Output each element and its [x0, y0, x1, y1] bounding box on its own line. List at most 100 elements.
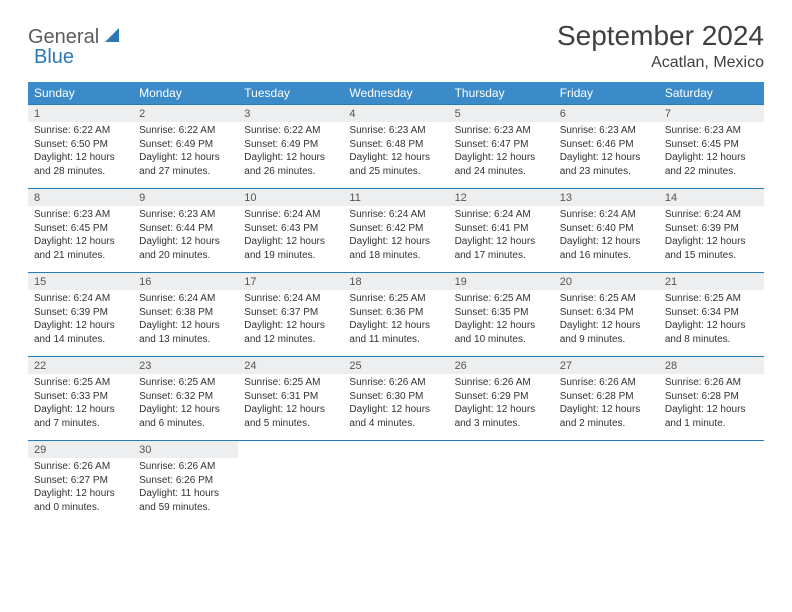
day-number-row: 15161718192021 — [28, 273, 764, 291]
sunrise-text: Sunrise: 6:24 AM — [244, 292, 337, 306]
sunrise-text: Sunrise: 6:25 AM — [455, 292, 548, 306]
sunrise-text: Sunrise: 6:23 AM — [455, 124, 548, 138]
daylight-text: Daylight: 12 hours and 26 minutes. — [244, 151, 337, 178]
empty-cell — [449, 458, 554, 524]
sunset-text: Sunset: 6:45 PM — [665, 138, 758, 152]
day-number: 17 — [238, 273, 343, 291]
sunrise-text: Sunrise: 6:23 AM — [139, 208, 232, 222]
sunrise-text: Sunrise: 6:24 AM — [560, 208, 653, 222]
day-number-row: 2930 — [28, 441, 764, 459]
sunset-text: Sunset: 6:42 PM — [349, 222, 442, 236]
empty-cell — [554, 441, 659, 459]
day-cell: Sunrise: 6:25 AMSunset: 6:33 PMDaylight:… — [28, 374, 133, 441]
empty-cell — [343, 458, 448, 524]
daylight-text: Daylight: 12 hours and 12 minutes. — [244, 319, 337, 346]
sunset-text: Sunset: 6:40 PM — [560, 222, 653, 236]
daylight-text: Daylight: 12 hours and 3 minutes. — [455, 403, 548, 430]
day-cell: Sunrise: 6:25 AMSunset: 6:34 PMDaylight:… — [554, 290, 659, 357]
sunrise-text: Sunrise: 6:24 AM — [34, 292, 127, 306]
sunrise-text: Sunrise: 6:25 AM — [34, 376, 127, 390]
day-number: 6 — [554, 105, 659, 123]
sunset-text: Sunset: 6:48 PM — [349, 138, 442, 152]
daylight-text: Daylight: 12 hours and 25 minutes. — [349, 151, 442, 178]
day-number: 22 — [28, 357, 133, 375]
day-number: 3 — [238, 105, 343, 123]
day-number: 23 — [133, 357, 238, 375]
sunset-text: Sunset: 6:34 PM — [665, 306, 758, 320]
day-cell: Sunrise: 6:23 AMSunset: 6:44 PMDaylight:… — [133, 206, 238, 273]
sunrise-text: Sunrise: 6:23 AM — [349, 124, 442, 138]
day-cell: Sunrise: 6:24 AMSunset: 6:43 PMDaylight:… — [238, 206, 343, 273]
empty-cell — [449, 441, 554, 459]
sunset-text: Sunset: 6:37 PM — [244, 306, 337, 320]
sunrise-text: Sunrise: 6:24 AM — [139, 292, 232, 306]
day-number: 7 — [659, 105, 764, 123]
sunset-text: Sunset: 6:33 PM — [34, 390, 127, 404]
month-title: September 2024 — [557, 20, 764, 52]
sunrise-text: Sunrise: 6:22 AM — [34, 124, 127, 138]
daylight-text: Daylight: 12 hours and 0 minutes. — [34, 487, 127, 514]
day-number: 10 — [238, 189, 343, 207]
sunset-text: Sunset: 6:32 PM — [139, 390, 232, 404]
daylight-text: Daylight: 12 hours and 24 minutes. — [455, 151, 548, 178]
day-number: 27 — [554, 357, 659, 375]
day-cell: Sunrise: 6:26 AMSunset: 6:28 PMDaylight:… — [659, 374, 764, 441]
sunrise-text: Sunrise: 6:24 AM — [455, 208, 548, 222]
location-label: Acatlan, Mexico — [557, 54, 764, 72]
empty-cell — [238, 458, 343, 524]
day-cell: Sunrise: 6:26 AMSunset: 6:26 PMDaylight:… — [133, 458, 238, 524]
daylight-text: Daylight: 12 hours and 19 minutes. — [244, 235, 337, 262]
day-number: 11 — [343, 189, 448, 207]
sunrise-text: Sunrise: 6:24 AM — [244, 208, 337, 222]
sunrise-text: Sunrise: 6:23 AM — [665, 124, 758, 138]
day-cell: Sunrise: 6:24 AMSunset: 6:40 PMDaylight:… — [554, 206, 659, 273]
day-cell: Sunrise: 6:24 AMSunset: 6:39 PMDaylight:… — [659, 206, 764, 273]
sunrise-text: Sunrise: 6:26 AM — [560, 376, 653, 390]
daylight-text: Daylight: 12 hours and 16 minutes. — [560, 235, 653, 262]
daylight-text: Daylight: 12 hours and 17 minutes. — [455, 235, 548, 262]
sunset-text: Sunset: 6:46 PM — [560, 138, 653, 152]
day-number-row: 891011121314 — [28, 189, 764, 207]
daylight-text: Daylight: 12 hours and 7 minutes. — [34, 403, 127, 430]
daylight-text: Daylight: 12 hours and 6 minutes. — [139, 403, 232, 430]
dow-saturday: Saturday — [659, 82, 764, 105]
sunrise-text: Sunrise: 6:26 AM — [349, 376, 442, 390]
dow-friday: Friday — [554, 82, 659, 105]
day-number: 29 — [28, 441, 133, 459]
empty-cell — [659, 441, 764, 459]
sunrise-text: Sunrise: 6:22 AM — [244, 124, 337, 138]
logo-text-blue: Blue — [34, 46, 74, 69]
sunrise-text: Sunrise: 6:26 AM — [665, 376, 758, 390]
sunset-text: Sunset: 6:36 PM — [349, 306, 442, 320]
daylight-text: Daylight: 12 hours and 22 minutes. — [665, 151, 758, 178]
sunset-text: Sunset: 6:39 PM — [34, 306, 127, 320]
day-number-row: 22232425262728 — [28, 357, 764, 375]
day-cell: Sunrise: 6:22 AMSunset: 6:49 PMDaylight:… — [238, 122, 343, 189]
day-detail-row: Sunrise: 6:24 AMSunset: 6:39 PMDaylight:… — [28, 290, 764, 357]
daylight-text: Daylight: 12 hours and 1 minute. — [665, 403, 758, 430]
daylight-text: Daylight: 12 hours and 5 minutes. — [244, 403, 337, 430]
daylight-text: Daylight: 12 hours and 11 minutes. — [349, 319, 442, 346]
day-cell: Sunrise: 6:24 AMSunset: 6:41 PMDaylight:… — [449, 206, 554, 273]
day-cell: Sunrise: 6:24 AMSunset: 6:38 PMDaylight:… — [133, 290, 238, 357]
calendar-table: Sunday Monday Tuesday Wednesday Thursday… — [28, 82, 764, 524]
day-detail-row: Sunrise: 6:25 AMSunset: 6:33 PMDaylight:… — [28, 374, 764, 441]
sunrise-text: Sunrise: 6:25 AM — [244, 376, 337, 390]
day-number: 24 — [238, 357, 343, 375]
dow-sunday: Sunday — [28, 82, 133, 105]
day-cell: Sunrise: 6:26 AMSunset: 6:30 PMDaylight:… — [343, 374, 448, 441]
day-cell: Sunrise: 6:24 AMSunset: 6:39 PMDaylight:… — [28, 290, 133, 357]
day-cell: Sunrise: 6:24 AMSunset: 6:37 PMDaylight:… — [238, 290, 343, 357]
sunrise-text: Sunrise: 6:23 AM — [560, 124, 653, 138]
sunset-text: Sunset: 6:47 PM — [455, 138, 548, 152]
day-cell: Sunrise: 6:25 AMSunset: 6:31 PMDaylight:… — [238, 374, 343, 441]
sunset-text: Sunset: 6:38 PM — [139, 306, 232, 320]
day-cell: Sunrise: 6:22 AMSunset: 6:49 PMDaylight:… — [133, 122, 238, 189]
day-number: 9 — [133, 189, 238, 207]
daylight-text: Daylight: 12 hours and 23 minutes. — [560, 151, 653, 178]
day-cell: Sunrise: 6:23 AMSunset: 6:48 PMDaylight:… — [343, 122, 448, 189]
sunrise-text: Sunrise: 6:25 AM — [139, 376, 232, 390]
page-header: General September 2024 Acatlan, Mexico — [28, 20, 764, 72]
sunset-text: Sunset: 6:34 PM — [560, 306, 653, 320]
daylight-text: Daylight: 12 hours and 8 minutes. — [665, 319, 758, 346]
